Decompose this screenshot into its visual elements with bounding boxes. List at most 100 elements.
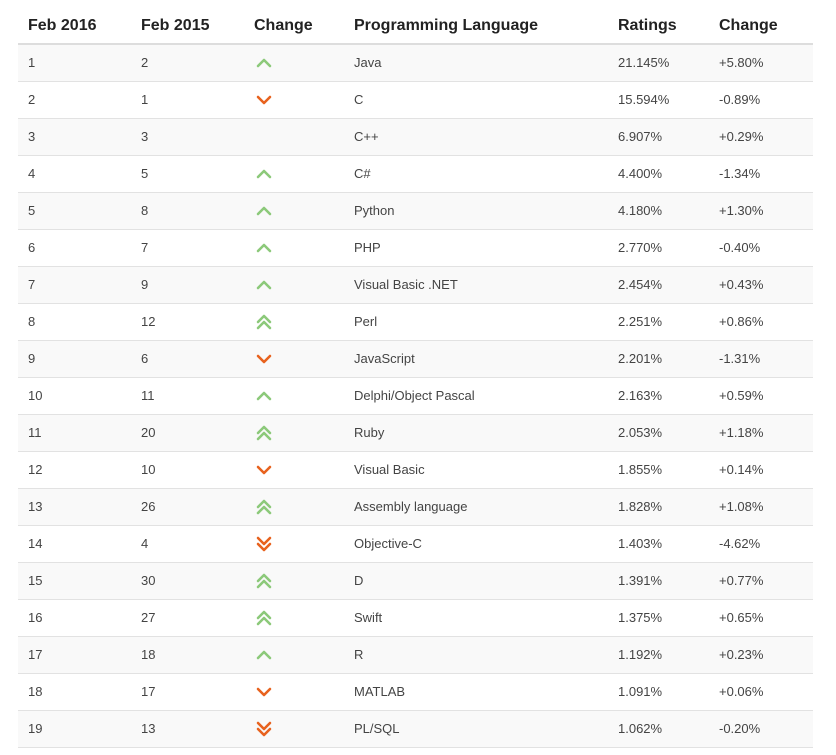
trend-cell	[244, 81, 344, 119]
rating-change-cell: +0.14%	[709, 451, 813, 489]
table-row: 19 13 PL/SQL 1.062% -0.20%	[18, 710, 813, 748]
rank-2016-cell: 13	[18, 488, 131, 526]
rank-2015-cell: 30	[131, 562, 244, 600]
rating-change-cell: +1.08%	[709, 488, 813, 526]
header-programming-language: Programming Language	[344, 8, 608, 45]
rating-cell: 1.855%	[608, 451, 709, 489]
table-row: 11 20 Ruby 2.053% +1.18%	[18, 414, 813, 452]
language-cell: Swift	[344, 599, 608, 637]
table-row: 3 3 C++ 6.907% +0.29%	[18, 118, 813, 156]
rating-cell: 2.454%	[608, 266, 709, 304]
rank-2015-cell: 20	[131, 414, 244, 452]
language-cell: Visual Basic .NET	[344, 266, 608, 304]
rank-2016-cell: 7	[18, 266, 131, 304]
rating-cell: 2.770%	[608, 229, 709, 267]
rank-2015-cell: 8	[131, 192, 244, 230]
rank-2016-cell: 10	[18, 377, 131, 415]
double-up-icon	[256, 425, 272, 440]
rank-2015-cell: 27	[131, 599, 244, 637]
language-cell: Assembly language	[344, 488, 608, 526]
rating-cell: 4.180%	[608, 192, 709, 230]
language-cell: R	[344, 636, 608, 674]
trend-cell	[244, 377, 344, 415]
rank-2016-cell: 4	[18, 155, 131, 193]
ranking-table-container: Feb 2016 Feb 2015 Change Programming Lan…	[18, 8, 813, 748]
up-icon	[256, 391, 272, 400]
rating-cell: 1.403%	[608, 525, 709, 563]
trend-cell	[244, 340, 344, 378]
rating-cell: 21.145%	[608, 44, 709, 82]
header-feb-2015: Feb 2015	[131, 8, 244, 45]
rating-change-cell: -0.20%	[709, 710, 813, 748]
down-icon	[256, 465, 272, 474]
trend-cell	[244, 192, 344, 230]
rating-change-cell: +5.80%	[709, 44, 813, 82]
rank-2015-cell: 9	[131, 266, 244, 304]
rating-change-cell: +0.43%	[709, 266, 813, 304]
table-row: 16 27 Swift 1.375% +0.65%	[18, 599, 813, 637]
down-icon	[256, 95, 272, 104]
rating-change-cell: -1.31%	[709, 340, 813, 378]
rank-2015-cell: 10	[131, 451, 244, 489]
rating-cell: 1.192%	[608, 636, 709, 674]
language-cell: C++	[344, 118, 608, 156]
trend-cell	[244, 673, 344, 711]
trend-cell	[244, 155, 344, 193]
rating-change-cell: +1.30%	[709, 192, 813, 230]
language-cell: C#	[344, 155, 608, 193]
language-cell: Java	[344, 44, 608, 82]
rank-2015-cell: 5	[131, 155, 244, 193]
rating-change-cell: +0.23%	[709, 636, 813, 674]
rank-2016-cell: 17	[18, 636, 131, 674]
rating-cell: 4.400%	[608, 155, 709, 193]
language-ranking-table: Feb 2016 Feb 2015 Change Programming Lan…	[18, 8, 813, 748]
trend-cell	[244, 303, 344, 341]
table-row: 1 2 Java 21.145% +5.80%	[18, 44, 813, 82]
rank-2015-cell: 4	[131, 525, 244, 563]
rank-2016-cell: 15	[18, 562, 131, 600]
rating-cell: 2.053%	[608, 414, 709, 452]
rank-2015-cell: 3	[131, 118, 244, 156]
rank-2016-cell: 5	[18, 192, 131, 230]
table-row: 6 7 PHP 2.770% -0.40%	[18, 229, 813, 267]
up-icon	[256, 650, 272, 659]
language-cell: D	[344, 562, 608, 600]
double-up-icon	[256, 499, 272, 514]
rating-cell: 6.907%	[608, 118, 709, 156]
trend-cell	[244, 599, 344, 637]
table-row: 4 5 C# 4.400% -1.34%	[18, 155, 813, 193]
rating-change-cell: +0.59%	[709, 377, 813, 415]
up-icon	[256, 206, 272, 215]
trend-cell	[244, 229, 344, 267]
language-cell: Ruby	[344, 414, 608, 452]
language-cell: JavaScript	[344, 340, 608, 378]
trend-cell	[244, 710, 344, 748]
rating-change-cell: +0.65%	[709, 599, 813, 637]
rating-cell: 2.251%	[608, 303, 709, 341]
rating-cell: 2.201%	[608, 340, 709, 378]
rank-2016-cell: 19	[18, 710, 131, 748]
language-cell: Objective-C	[344, 525, 608, 563]
rating-cell: 1.091%	[608, 673, 709, 711]
rank-2015-cell: 11	[131, 377, 244, 415]
table-header-row: Feb 2016 Feb 2015 Change Programming Lan…	[18, 8, 813, 45]
table-row: 7 9 Visual Basic .NET 2.454% +0.43%	[18, 266, 813, 304]
rating-cell: 1.391%	[608, 562, 709, 600]
rating-change-cell: -4.62%	[709, 525, 813, 563]
rank-2015-cell: 13	[131, 710, 244, 748]
table-row: 18 17 MATLAB 1.091% +0.06%	[18, 673, 813, 711]
rank-2016-cell: 8	[18, 303, 131, 341]
table-row: 2 1 C 15.594% -0.89%	[18, 81, 813, 119]
rank-2015-cell: 17	[131, 673, 244, 711]
rating-cell: 2.163%	[608, 377, 709, 415]
rating-change-cell: -0.40%	[709, 229, 813, 267]
header-feb-2016: Feb 2016	[18, 8, 131, 45]
rating-change-cell: -1.34%	[709, 155, 813, 193]
table-row: 15 30 D 1.391% +0.77%	[18, 562, 813, 600]
language-cell: Python	[344, 192, 608, 230]
rating-cell: 15.594%	[608, 81, 709, 119]
trend-cell	[244, 636, 344, 674]
rating-change-cell: +0.29%	[709, 118, 813, 156]
up-icon	[256, 169, 272, 178]
language-cell: Perl	[344, 303, 608, 341]
